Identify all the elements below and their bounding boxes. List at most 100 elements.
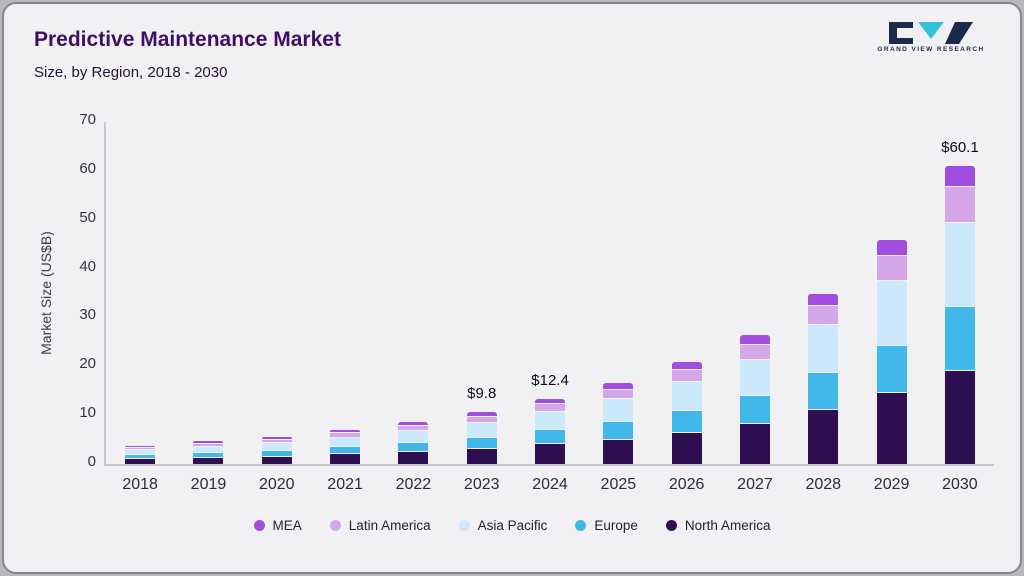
bar-segment-latin-america (944, 187, 975, 222)
stacked-bar (944, 166, 975, 464)
bar-segment-north-america (535, 444, 566, 464)
stacked-bar (808, 293, 839, 464)
y-tick-label: 60 (79, 159, 96, 177)
stacked-bar (535, 399, 566, 464)
bar-column: $60.1 2030 (926, 122, 994, 493)
x-axis-tick-label: 2029 (873, 476, 910, 493)
bar-segment-latin-america (125, 447, 156, 450)
bar-column: 2028 (789, 122, 857, 493)
bar-segment-asia-pacific (261, 443, 292, 450)
legend-label: Asia Pacific (477, 518, 548, 533)
bar-segment-europe (193, 453, 224, 458)
bar-segment-asia-pacific (535, 412, 566, 430)
bar-segment-mea (944, 166, 975, 187)
legend-item-north-america: North America (665, 518, 771, 533)
bar-segment-asia-pacific (739, 360, 770, 396)
bar-segment-north-america (876, 393, 907, 464)
y-tick-label: 10 (79, 404, 96, 422)
bar-column: 2025 (584, 122, 652, 493)
bar-column: 2020 (243, 122, 311, 493)
bar-segment-mea (398, 422, 429, 425)
bar-segment-latin-america (535, 404, 566, 412)
bar-value-label: $60.1 (941, 139, 979, 157)
x-axis-tick-label: 2025 (600, 476, 637, 493)
bar-segment-north-america (739, 423, 770, 464)
bar-segment-north-america (330, 454, 361, 464)
bar-segment-europe (261, 450, 292, 456)
bar-segment-latin-america (261, 439, 292, 443)
legend-item-latin-america: Latin America (329, 518, 431, 533)
bar-segment-asia-pacific (330, 437, 361, 446)
legend-label: MEA (272, 518, 302, 533)
y-tick-label: 50 (79, 208, 96, 226)
bar-value-label: $9.8 (467, 385, 497, 403)
bar-segment-europe (535, 430, 566, 444)
bar-column: 2022 (379, 122, 447, 493)
bar-segment-mea (603, 383, 634, 389)
legend-dot-icon (329, 520, 341, 531)
x-axis-tick-label: 2022 (395, 476, 432, 493)
y-tick-label: 20 (79, 355, 96, 373)
y-axis-ticks: 0 10 20 30 40 50 60 70 (58, 111, 96, 470)
bar-segment-asia-pacific (398, 431, 429, 442)
bar-segment-north-america (125, 459, 156, 464)
bar-segment-europe (671, 410, 702, 432)
stacked-bar (671, 362, 702, 464)
bar-segment-mea (671, 362, 702, 370)
legend-item-europe: Europe (575, 518, 638, 533)
bar-segment-north-america (671, 432, 702, 464)
bar-segment-north-america (398, 451, 429, 464)
bar-segment-europe (808, 373, 839, 410)
bar-column: $9.8 2023 (448, 122, 516, 493)
bar-segment-latin-america (466, 416, 497, 422)
x-axis-tick-label: 2027 (737, 476, 773, 493)
stacked-bar (398, 422, 429, 464)
bar-segment-europe (125, 455, 156, 459)
x-axis-tick-label: 2019 (190, 476, 227, 493)
stacked-bar (125, 445, 156, 464)
legend-dot-icon (665, 520, 677, 531)
bar-column: $12.4 2024 (516, 122, 584, 493)
bar-column: 2027 (721, 122, 789, 493)
bar-segment-asia-pacific (125, 450, 156, 455)
y-tick-label: 0 (87, 453, 96, 470)
bar-segment-mea (535, 399, 566, 404)
legend-label: Latin America (348, 518, 431, 533)
brand-logo-icon (889, 22, 973, 44)
stacked-bar (603, 383, 634, 464)
y-tick-label: 30 (79, 306, 96, 324)
bar-segment-north-america (603, 439, 634, 464)
bar-segment-europe (330, 446, 361, 454)
stacked-bar (876, 240, 907, 464)
stacked-bar (193, 441, 224, 464)
brand-logo-text: GRAND VIEW RESEARCH (877, 46, 985, 53)
bar-segment-mea (876, 240, 907, 255)
bar-segment-latin-america (808, 305, 839, 325)
legend-label: North America (684, 518, 771, 533)
bar-segment-europe (944, 306, 975, 371)
y-axis-label: Market Size (US$B) (38, 231, 54, 355)
bar-segment-asia-pacific (603, 399, 634, 421)
x-axis-tick-label: 2030 (942, 476, 978, 493)
plot-area: 2018 2019 2020 2021 2022 $9.8 2023 $12.4 2024 202… (104, 122, 994, 493)
bar-segment-europe (398, 442, 429, 451)
bar-segment-latin-america (603, 389, 634, 399)
bar-segment-asia-pacific (671, 382, 702, 410)
bar-segment-north-america (808, 410, 839, 464)
x-axis-tick-label: 2028 (805, 476, 842, 493)
bar-segment-asia-pacific (808, 325, 839, 373)
bar-segment-north-america (193, 458, 224, 464)
stacked-bar (466, 412, 497, 464)
page-subtitle: Size, by Region, 2018 - 2030 (34, 64, 228, 81)
bar-value-label: $12.4 (531, 372, 569, 390)
legend-dot-icon (458, 520, 470, 531)
bar-segment-latin-america (739, 345, 770, 360)
bar-column: 2018 (106, 122, 174, 493)
bar-segment-mea (330, 430, 361, 433)
x-axis-tick-label: 2024 (532, 476, 568, 493)
bar-segment-latin-america (398, 425, 429, 431)
stacked-bar (261, 436, 292, 464)
bar-segment-latin-america (671, 370, 702, 382)
legend-item-mea: MEA (253, 518, 302, 533)
bar-segment-mea (193, 441, 224, 443)
